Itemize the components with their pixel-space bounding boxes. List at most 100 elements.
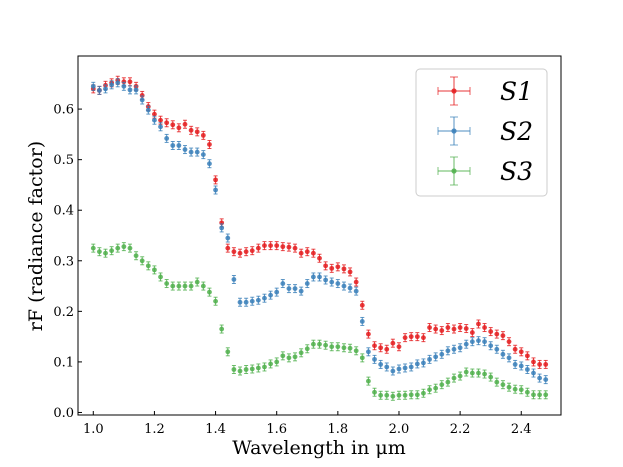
marker	[323, 263, 329, 269]
marker	[335, 281, 341, 286]
marker	[262, 243, 267, 249]
marker	[304, 281, 310, 286]
marker	[451, 326, 457, 332]
data-point	[408, 390, 414, 400]
marker	[255, 365, 261, 371]
data-point	[359, 353, 365, 363]
data-point	[317, 253, 322, 263]
data-point	[317, 339, 322, 349]
data-point	[396, 364, 402, 374]
data-point	[188, 147, 194, 157]
data-point	[353, 346, 359, 356]
marker	[317, 341, 322, 347]
data-point	[390, 366, 396, 376]
marker	[200, 132, 206, 138]
marker	[255, 297, 261, 303]
marker	[372, 356, 377, 362]
data-point	[225, 347, 231, 357]
data-point	[414, 390, 420, 400]
marker	[268, 361, 273, 367]
marker	[188, 149, 194, 155]
data-point	[274, 357, 280, 367]
marker	[433, 385, 439, 391]
marker	[414, 392, 420, 398]
data-point	[207, 159, 212, 169]
marker	[298, 288, 304, 294]
data-point	[506, 382, 512, 392]
data-point	[353, 277, 359, 287]
marker	[274, 243, 280, 249]
marker	[543, 377, 549, 383]
legend-entry-s2: S2	[437, 116, 533, 146]
marker	[188, 283, 194, 289]
marker	[439, 351, 445, 357]
data-point	[310, 248, 316, 258]
marker	[317, 274, 322, 280]
marker	[298, 250, 304, 256]
marker	[402, 335, 408, 341]
data-point	[531, 368, 536, 378]
marker	[476, 338, 481, 344]
data-point	[372, 354, 377, 364]
marker	[170, 143, 176, 148]
marker	[200, 283, 206, 289]
data-point	[518, 361, 524, 371]
data-point	[488, 341, 494, 351]
data-point	[457, 343, 463, 353]
marker	[512, 362, 518, 367]
marker	[109, 248, 115, 254]
data-point	[121, 242, 127, 252]
data-point	[359, 300, 365, 310]
marker	[445, 325, 451, 330]
data-point	[182, 119, 188, 129]
y-tick-label: 0.3	[53, 254, 74, 269]
marker	[518, 363, 524, 369]
marker	[402, 392, 408, 398]
data-point	[176, 140, 182, 150]
marker	[200, 152, 206, 157]
x-tick-label: 1.2	[144, 422, 165, 437]
data-point	[90, 81, 96, 91]
legend-entry-s3: S3	[437, 156, 533, 186]
data-point	[445, 323, 451, 333]
data-point	[268, 359, 273, 369]
marker	[323, 277, 329, 283]
data-point	[335, 262, 341, 272]
data-point	[304, 344, 310, 354]
series-layer	[90, 75, 549, 401]
data-point	[353, 286, 359, 296]
data-point	[298, 286, 304, 296]
data-point	[127, 85, 133, 95]
marker	[262, 295, 267, 301]
marker	[145, 107, 151, 113]
data-point	[127, 243, 133, 253]
marker	[152, 267, 157, 273]
marker	[292, 354, 298, 360]
marker	[537, 362, 543, 367]
data-point	[145, 105, 151, 115]
data-point	[408, 362, 414, 372]
marker	[255, 245, 261, 251]
marker	[500, 382, 506, 388]
marker	[133, 87, 139, 93]
marker	[115, 245, 121, 251]
data-point	[341, 264, 347, 274]
legend-label: S1	[500, 77, 533, 106]
marker	[286, 244, 292, 250]
marker	[506, 384, 512, 390]
data-point	[457, 371, 463, 381]
marker	[396, 344, 402, 350]
marker	[341, 345, 347, 351]
data-point	[103, 248, 108, 258]
marker	[188, 127, 194, 133]
data-point	[139, 95, 145, 105]
marker	[96, 249, 102, 255]
data-point	[255, 363, 261, 373]
marker	[457, 345, 463, 351]
marker	[414, 361, 420, 367]
legend-label: S2	[500, 117, 533, 146]
data-point	[537, 359, 543, 369]
marker	[96, 87, 102, 93]
y-axis: 0.0 0.1 0.2 0.3 0.4 0.5 0.6	[53, 103, 82, 421]
data-point	[390, 338, 396, 348]
